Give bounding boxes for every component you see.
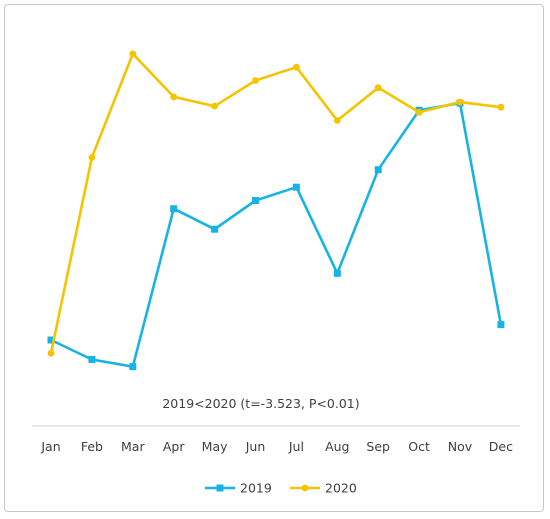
data-point-2020-jul xyxy=(293,63,300,71)
legend-label-2020: 2020 xyxy=(325,481,357,496)
data-point-2020-dec xyxy=(497,103,505,111)
series-2020 xyxy=(47,50,505,357)
legend-marker-2020 xyxy=(301,484,309,492)
x-tick-label-may: May xyxy=(202,439,228,454)
x-tick-label-jul: Jul xyxy=(288,439,304,454)
data-point-2020-feb xyxy=(88,154,96,161)
x-tick-label-nov: Nov xyxy=(448,439,473,454)
data-point-2019-jan xyxy=(47,336,55,344)
legend-label-2019: 2019 xyxy=(240,481,272,496)
chart-frame xyxy=(4,4,544,512)
data-point-2019-jun xyxy=(252,197,259,205)
x-tick-label-dec: Dec xyxy=(489,439,513,454)
series-line-2019 xyxy=(50,101,503,369)
data-point-2020-may xyxy=(211,102,219,110)
annotation-text: 2019<2020 (t=-3.523, P<0.01) xyxy=(162,396,359,411)
legend-item-2019: 2019 xyxy=(205,481,272,496)
series-layer xyxy=(47,50,505,371)
data-point-2019-mar xyxy=(129,363,137,371)
data-point-2020-nov xyxy=(456,98,464,106)
data-point-2019-sep xyxy=(374,166,382,174)
data-point-2020-sep xyxy=(374,84,382,92)
x-tick-label-feb: Feb xyxy=(81,439,103,454)
data-point-2019-feb xyxy=(88,355,96,363)
data-point-2020-oct xyxy=(415,108,423,116)
x-tick-label-apr: Apr xyxy=(163,439,185,454)
x-tick-labels: Jan Feb Mar Apr May Jun Jul Aug Sep Oct Nov Dec xyxy=(40,439,513,454)
data-point-2019-dec xyxy=(497,321,505,329)
series-line-2020 xyxy=(49,52,502,354)
x-tick-label-sep: Sep xyxy=(366,439,390,454)
legend-item-2020: 2020 xyxy=(290,481,357,496)
legend-marker-2019 xyxy=(216,484,224,492)
x-tick-label-jun: Jun xyxy=(245,439,266,454)
data-point-2019-apr xyxy=(170,205,178,213)
data-point-2019-may xyxy=(211,225,219,233)
data-point-2019-jul xyxy=(292,183,300,191)
data-point-2020-jan xyxy=(47,349,55,357)
legend: 2019 2020 xyxy=(205,481,357,496)
data-point-2020-jun xyxy=(252,77,259,84)
data-point-2020-apr xyxy=(170,93,178,101)
x-tick-label-oct: Oct xyxy=(408,439,430,454)
x-tick-label-jan: Jan xyxy=(40,439,60,454)
x-tick-label-aug: Aug xyxy=(325,439,349,454)
x-tick-label-mar: Mar xyxy=(121,439,145,454)
data-point-2020-aug xyxy=(333,117,341,124)
series-2019 xyxy=(47,99,505,371)
data-point-2020-mar xyxy=(129,50,137,58)
data-point-2019-aug xyxy=(333,269,341,277)
